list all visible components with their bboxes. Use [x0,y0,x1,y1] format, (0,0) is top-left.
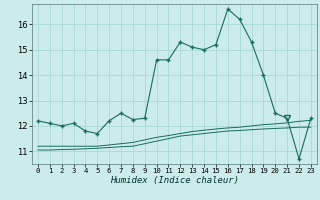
X-axis label: Humidex (Indice chaleur): Humidex (Indice chaleur) [110,176,239,185]
